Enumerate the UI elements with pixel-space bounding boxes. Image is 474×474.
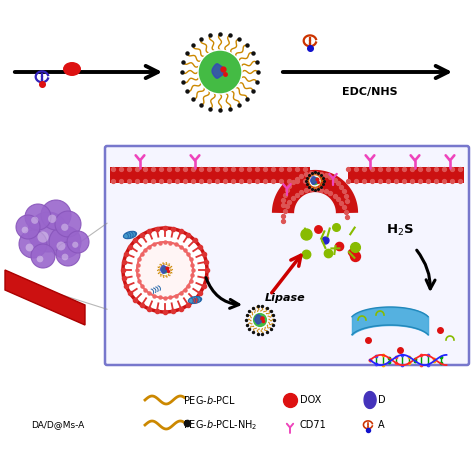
Circle shape (22, 227, 28, 233)
Text: EDC/NHS: EDC/NHS (342, 87, 398, 97)
Circle shape (41, 200, 71, 230)
Text: DA/D@Ms-A: DA/D@Ms-A (31, 420, 85, 429)
Polygon shape (255, 315, 263, 324)
Circle shape (56, 242, 80, 266)
Text: PEG-$b$-PCL: PEG-$b$-PCL (183, 394, 236, 406)
Circle shape (72, 242, 78, 248)
Circle shape (37, 231, 49, 243)
Circle shape (16, 215, 40, 239)
Polygon shape (364, 392, 376, 409)
Text: A: A (378, 420, 384, 430)
Circle shape (28, 212, 68, 252)
Circle shape (252, 312, 268, 328)
Circle shape (62, 254, 68, 260)
Circle shape (161, 265, 169, 274)
Polygon shape (212, 64, 224, 78)
Polygon shape (310, 176, 317, 184)
Ellipse shape (149, 286, 161, 294)
Ellipse shape (188, 296, 201, 303)
Circle shape (198, 50, 242, 94)
Circle shape (67, 231, 89, 253)
Ellipse shape (123, 231, 137, 239)
Circle shape (123, 228, 207, 312)
FancyBboxPatch shape (105, 146, 469, 365)
Circle shape (19, 230, 47, 258)
Circle shape (61, 224, 68, 231)
Bar (110, 167, 310, 183)
Circle shape (49, 226, 81, 258)
Polygon shape (161, 265, 167, 273)
Circle shape (25, 204, 51, 230)
Polygon shape (5, 270, 85, 325)
Circle shape (26, 244, 34, 251)
Text: PEG-$b$-PCL-NH$_2$: PEG-$b$-PCL-NH$_2$ (183, 418, 257, 432)
Circle shape (31, 244, 55, 268)
Ellipse shape (63, 62, 81, 76)
Circle shape (55, 211, 81, 237)
Bar (348, 167, 464, 183)
Circle shape (31, 217, 38, 224)
Text: CD71: CD71 (300, 420, 327, 430)
Circle shape (310, 176, 320, 186)
Text: D: D (378, 395, 386, 405)
Circle shape (48, 215, 56, 223)
Circle shape (137, 242, 193, 298)
Circle shape (56, 242, 65, 250)
Text: DOX: DOX (300, 395, 321, 405)
Circle shape (36, 255, 43, 263)
Text: H$_2$S: H$_2$S (386, 222, 414, 237)
Text: Lipase: Lipase (265, 293, 306, 303)
